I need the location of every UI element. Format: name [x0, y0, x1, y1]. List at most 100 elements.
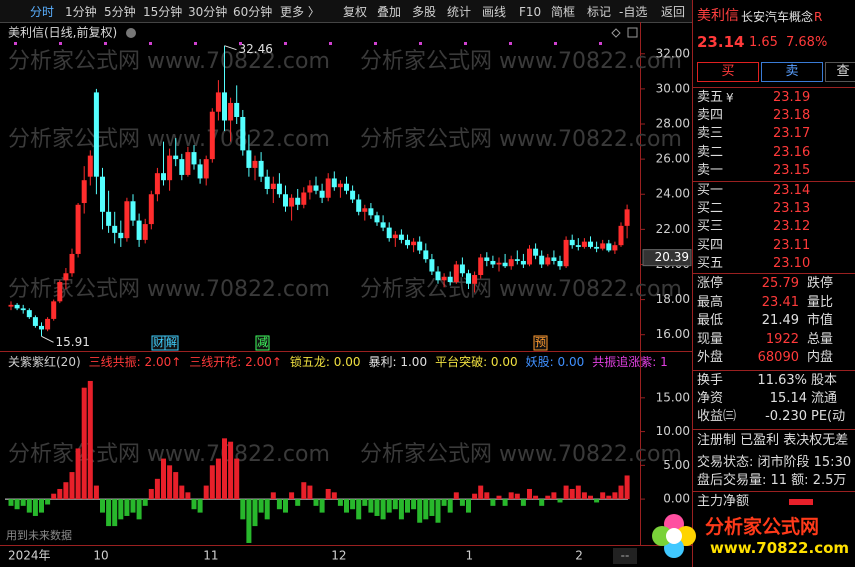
- separator: [693, 429, 855, 430]
- toggle-icon[interactable]: [611, 28, 621, 38]
- bar: [270, 492, 276, 500]
- trade-button[interactable]: 买: [697, 62, 759, 82]
- candle-body: [441, 276, 447, 281]
- logo-flower: [652, 514, 696, 558]
- indicator-legend: 关紫紫红(20) 三线共振: 2.00↑ 三线开花: 2.00↑ 锁五龙: 0.00 暴…: [8, 354, 676, 370]
- candle-body: [447, 276, 453, 283]
- separator: [693, 87, 855, 88]
- x-tick-label: 10: [93, 549, 108, 563]
- stat-label: 净资: [697, 391, 724, 407]
- stat-label: 换手: [697, 373, 724, 388]
- ask-price: 23.19: [773, 90, 811, 105]
- bar: [209, 465, 215, 500]
- ask-price: 23.17: [773, 126, 811, 142]
- close-icon[interactable]: [627, 27, 638, 38]
- trade-button[interactable]: 查: [825, 62, 855, 82]
- legend-item: 共振追涨紫: 1: [592, 355, 668, 369]
- bar: [331, 492, 337, 500]
- y-tick-label: 28.00: [656, 117, 690, 131]
- toolbar-button[interactable]: 多股: [412, 5, 437, 19]
- separator: [693, 273, 855, 274]
- bar: [295, 499, 301, 506]
- bar: [325, 488, 331, 500]
- signal-dot: [509, 42, 512, 45]
- candle-body: [380, 222, 386, 228]
- toolbar-button[interactable]: 叠加: [377, 5, 402, 19]
- bar: [624, 475, 630, 500]
- bar: [234, 458, 240, 500]
- trade-button[interactable]: 卖: [761, 62, 823, 82]
- toolbar-button[interactable]: 标记: [587, 5, 612, 19]
- title-menu-icon[interactable]: [126, 28, 136, 38]
- signal-dot: [374, 42, 377, 45]
- y-tick-label: 15.00: [656, 390, 690, 404]
- y-tick-label: 24.00: [656, 187, 690, 201]
- stat-label: 现量: [697, 331, 724, 347]
- toolbar-tab[interactable]: 15分钟: [143, 5, 183, 19]
- scroll-button[interactable]: [613, 548, 637, 564]
- bar: [93, 485, 99, 500]
- stat-value: 15.14: [769, 391, 807, 407]
- change-pct: 7.68%: [786, 35, 828, 50]
- bar: [606, 495, 612, 500]
- bar: [569, 488, 575, 500]
- toolbar-tab[interactable]: 1分钟: [65, 5, 97, 19]
- candle-body: [87, 155, 93, 177]
- toolbar-button[interactable]: 统计: [447, 5, 472, 19]
- candle-body: [203, 159, 209, 179]
- candle-body: [472, 275, 478, 284]
- toolbar-button[interactable]: -自选: [619, 5, 648, 19]
- candle-body: [325, 178, 331, 198]
- y-tick-label: 10.00: [656, 424, 690, 438]
- candle-body: [624, 209, 630, 226]
- stock-name: 美利信: [697, 8, 739, 24]
- candle-body: [453, 264, 459, 283]
- toolbar-tab[interactable]: 更多 〉: [280, 5, 320, 19]
- candle-body: [319, 190, 325, 198]
- x-tick-label: 11: [203, 549, 218, 563]
- toolbar-tab[interactable]: 60分钟: [233, 5, 273, 19]
- toolbar-tab[interactable]: 分时: [30, 5, 55, 19]
- bar: [533, 495, 539, 500]
- bar: [69, 472, 75, 500]
- bar: [380, 499, 386, 520]
- toolbar-tab[interactable]: 30分钟: [188, 5, 228, 19]
- watermark: 分析家公式网 www.70822.com: [8, 127, 330, 152]
- bar: [173, 472, 179, 500]
- candle-body: [130, 201, 136, 221]
- candle-body: [563, 239, 569, 267]
- toolbar-button[interactable]: 返回: [661, 5, 686, 19]
- bar: [203, 485, 209, 500]
- legend-item: 三线共振: 2.00↑: [88, 355, 182, 369]
- candle-body: [527, 248, 532, 265]
- chart-area: 美利信(日线,前复权) -- 分析家公式网 www.70822.com 分析家公式…: [0, 0, 693, 567]
- toolbar-button[interactable]: F10: [519, 5, 542, 19]
- bar: [81, 387, 87, 500]
- legend-item: 锁五龙: 0.00: [289, 355, 361, 369]
- candle-body: [283, 194, 288, 207]
- bar: [191, 499, 197, 510]
- candle-body: [557, 260, 563, 267]
- toolbar-button[interactable]: 复权: [343, 5, 368, 19]
- toolbar-button[interactable]: 简框: [551, 5, 576, 19]
- y-tick-label: 26.00: [656, 152, 690, 166]
- event-label: 解: [166, 335, 177, 349]
- candle-body: [276, 183, 282, 195]
- stat-label: 跌停: [807, 276, 834, 291]
- event-label: 预: [535, 336, 546, 349]
- bar: [527, 488, 532, 500]
- candle-body: [142, 224, 148, 240]
- candle-body: [252, 160, 258, 168]
- toolbar-button[interactable]: 画线: [482, 5, 507, 19]
- bar: [87, 380, 93, 500]
- stat-label: 流通: [811, 391, 838, 407]
- stat-label: 内盘: [807, 350, 834, 366]
- toolbar-tab[interactable]: 5分钟: [104, 5, 136, 19]
- info-line: 交易状态: 闭市阶段 15:30: [697, 455, 852, 470]
- separator: [693, 491, 855, 492]
- quote-panel: 美利信 长安汽车概念 R 23.14 1.65 7.68% 买卖查卖五 23.19 卖四 23.1…: [693, 0, 855, 567]
- bar: [197, 499, 203, 513]
- stat-label: 股本: [811, 373, 838, 388]
- bar: [374, 499, 380, 516]
- bar: [39, 499, 44, 513]
